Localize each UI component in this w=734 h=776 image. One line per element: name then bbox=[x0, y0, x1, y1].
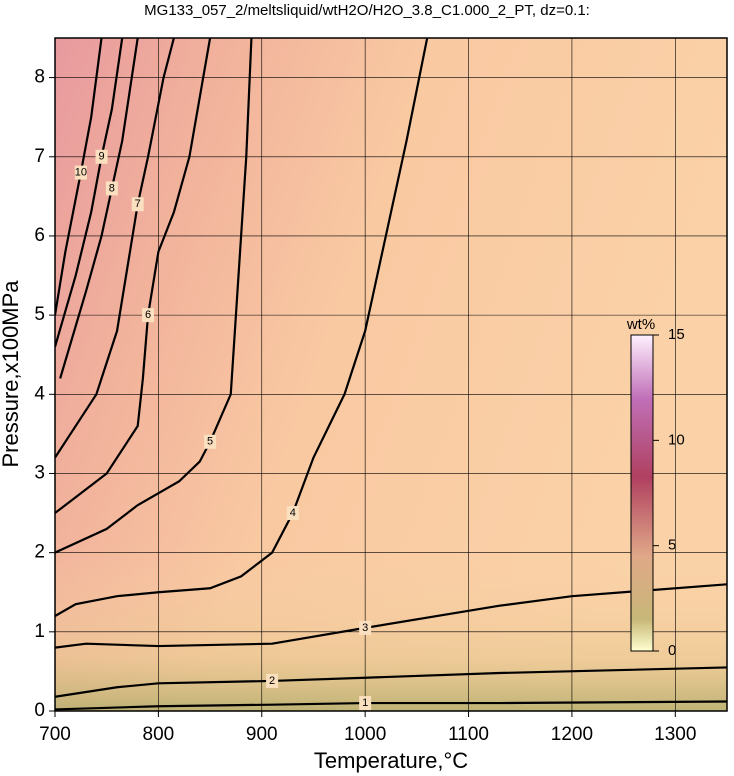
contour-label: 5 bbox=[207, 436, 213, 448]
contour-label-bg bbox=[286, 506, 299, 521]
contour-label-bg bbox=[359, 696, 372, 711]
contour-label: 10 bbox=[75, 167, 87, 179]
contour-label: 9 bbox=[98, 151, 104, 163]
plot-frame bbox=[54, 37, 728, 712]
y-tick-label: 7 bbox=[34, 146, 45, 167]
contour-label-bg bbox=[142, 308, 155, 323]
x-tick-label: 1300 bbox=[654, 724, 696, 745]
colorbar-label: wt% bbox=[626, 316, 655, 333]
contour-label: 6 bbox=[145, 309, 151, 321]
contour-label-bg bbox=[105, 181, 118, 196]
contour-label-bg bbox=[266, 673, 279, 688]
contour-label-bg bbox=[95, 149, 108, 164]
y-tick-label: 2 bbox=[34, 542, 45, 563]
x-tick-label: 700 bbox=[39, 724, 71, 745]
contour-line bbox=[55, 700, 727, 711]
colorbar-tick-label: 10 bbox=[668, 431, 685, 448]
y-tick-label: 5 bbox=[34, 304, 45, 325]
colorbar-tick-label: 15 bbox=[668, 326, 685, 343]
chart-title: MG133_057_2/meltsliquid/wtH2O/H2O_3.8_C1… bbox=[144, 2, 590, 19]
colorbar-tick-label: 5 bbox=[668, 537, 676, 554]
colorbar bbox=[630, 334, 654, 652]
colorbar-tick-label: 0 bbox=[668, 642, 676, 659]
contour-line bbox=[59, 38, 139, 379]
contour-label-bg bbox=[131, 197, 144, 212]
y-tick-label: 4 bbox=[34, 383, 45, 404]
y-tick-label: 6 bbox=[34, 225, 45, 246]
contours: 1 2 3 4 5 6 7 8 9 10 bbox=[55, 38, 727, 711]
contour-label-bg bbox=[359, 620, 372, 635]
x-tick-label: 900 bbox=[246, 724, 278, 745]
y-tick-label: 8 bbox=[34, 67, 45, 88]
x-tick-label: 800 bbox=[143, 724, 175, 745]
x-axis-label: Temperature,°C bbox=[314, 748, 468, 773]
contour-line bbox=[55, 38, 124, 348]
contour-label: 4 bbox=[290, 507, 296, 519]
plot-shade bbox=[55, 38, 727, 711]
contour-line bbox=[55, 38, 175, 459]
contour-line bbox=[55, 583, 727, 649]
contour-label-bg bbox=[204, 434, 217, 449]
contour-label: 7 bbox=[135, 198, 141, 210]
x-tick-label: 1200 bbox=[551, 724, 593, 745]
contour-label: 2 bbox=[269, 675, 275, 687]
contour-line bbox=[55, 38, 429, 617]
contour-label-bg bbox=[74, 165, 87, 180]
contour-label: 3 bbox=[362, 622, 368, 634]
x-tick-label: 1000 bbox=[344, 724, 386, 745]
contour-label: 1 bbox=[362, 697, 368, 709]
contour-label: 8 bbox=[109, 182, 115, 194]
y-tick-label: 3 bbox=[34, 462, 45, 483]
y-axis-label: Pressure,x100MPa bbox=[0, 280, 23, 468]
y-tick-label: 1 bbox=[34, 621, 45, 642]
y-tick-label: 0 bbox=[34, 700, 45, 721]
x-tick-label: 1100 bbox=[448, 724, 489, 745]
